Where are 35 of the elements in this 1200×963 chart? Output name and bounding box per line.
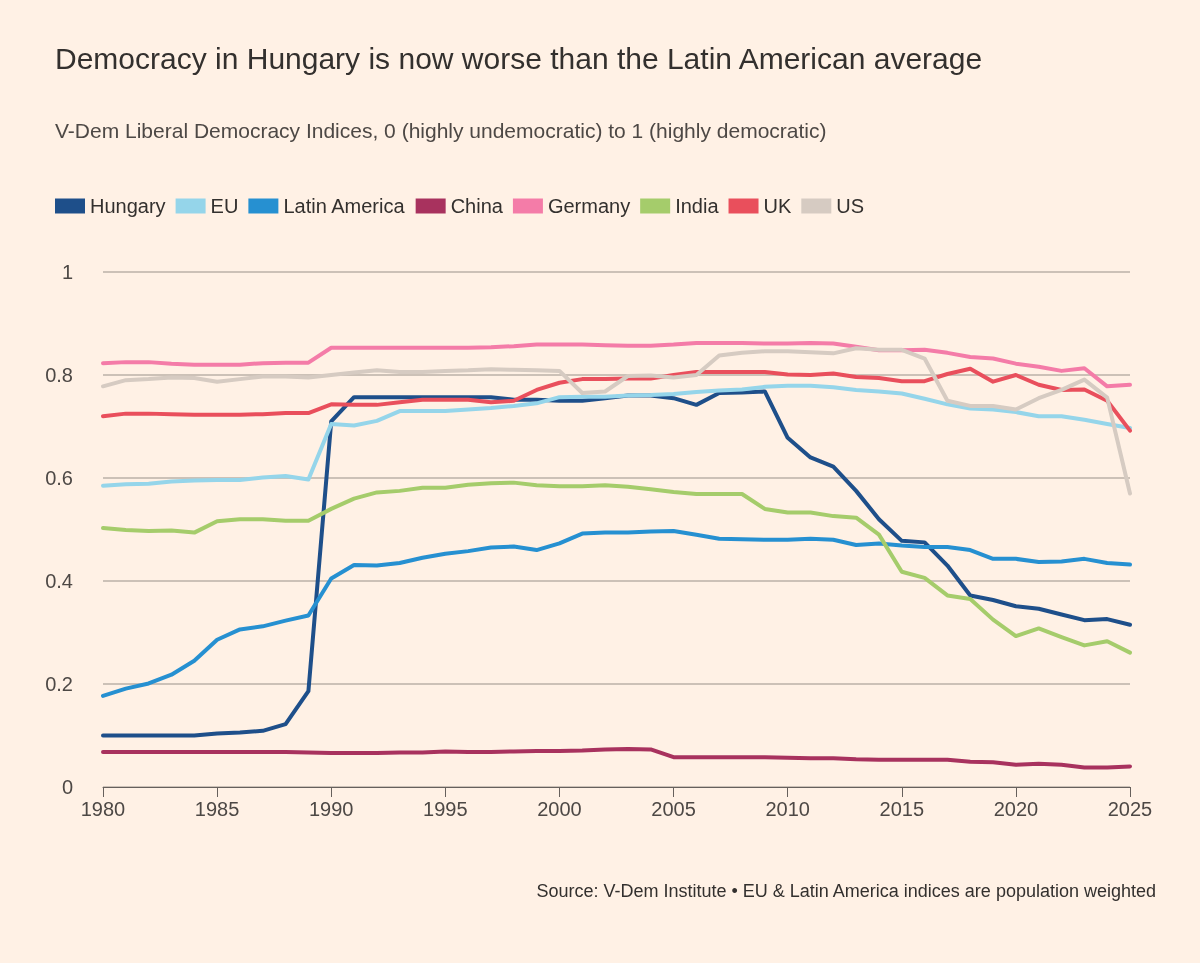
legend-label: Germany bbox=[547, 195, 631, 217]
source-note: Source: V-Dem Institute • EU & Latin America indices are population weighted bbox=[536, 881, 1157, 901]
legend-label: UK bbox=[763, 195, 792, 217]
chart-subtitle: V-Dem Liberal Democracy Indices, 0 (highly undemocratic) to 1 (highly democratic) bbox=[55, 119, 827, 142]
x-tick-label: 2015 bbox=[879, 798, 925, 820]
line-series bbox=[101, 480, 1132, 655]
line-series bbox=[101, 746, 1132, 770]
line-series bbox=[101, 346, 1132, 496]
line-series bbox=[101, 383, 1132, 488]
legend-label: Latin America bbox=[283, 195, 406, 217]
x-tick-label: 1990 bbox=[308, 798, 354, 820]
line-series bbox=[101, 389, 1132, 738]
x-tick-label: 2000 bbox=[537, 798, 582, 820]
x-tick-label: 1985 bbox=[194, 798, 240, 820]
y-tick-label: 0.8 bbox=[45, 364, 73, 386]
x-tick-label: 2010 bbox=[765, 798, 810, 820]
legend-label: US bbox=[836, 195, 865, 217]
line-series bbox=[101, 529, 1132, 698]
x-tick-label: 1995 bbox=[423, 798, 468, 820]
y-tick-label: 0.6 bbox=[45, 467, 73, 489]
y-tick-label: 0.2 bbox=[45, 673, 73, 695]
line-series bbox=[101, 366, 1132, 433]
y-tick-label: 0 bbox=[61, 776, 73, 798]
legend-label: EU bbox=[210, 195, 239, 217]
x-tick-label: 2020 bbox=[993, 798, 1039, 820]
chart-title: Democracy in Hungary is now worse than the Latin American average bbox=[55, 41, 983, 75]
y-tick-label: 0.4 bbox=[45, 570, 73, 592]
x-tick-label: 2025 bbox=[1107, 798, 1153, 820]
y-tick-label: 1 bbox=[61, 261, 73, 283]
x-tick-label: 2005 bbox=[651, 798, 696, 820]
x-tick-label: 1980 bbox=[80, 798, 126, 820]
legend-label: Hungary bbox=[90, 195, 166, 217]
legend-label: India bbox=[675, 195, 720, 217]
legend-label: China bbox=[450, 195, 504, 217]
line-series bbox=[101, 341, 1132, 389]
